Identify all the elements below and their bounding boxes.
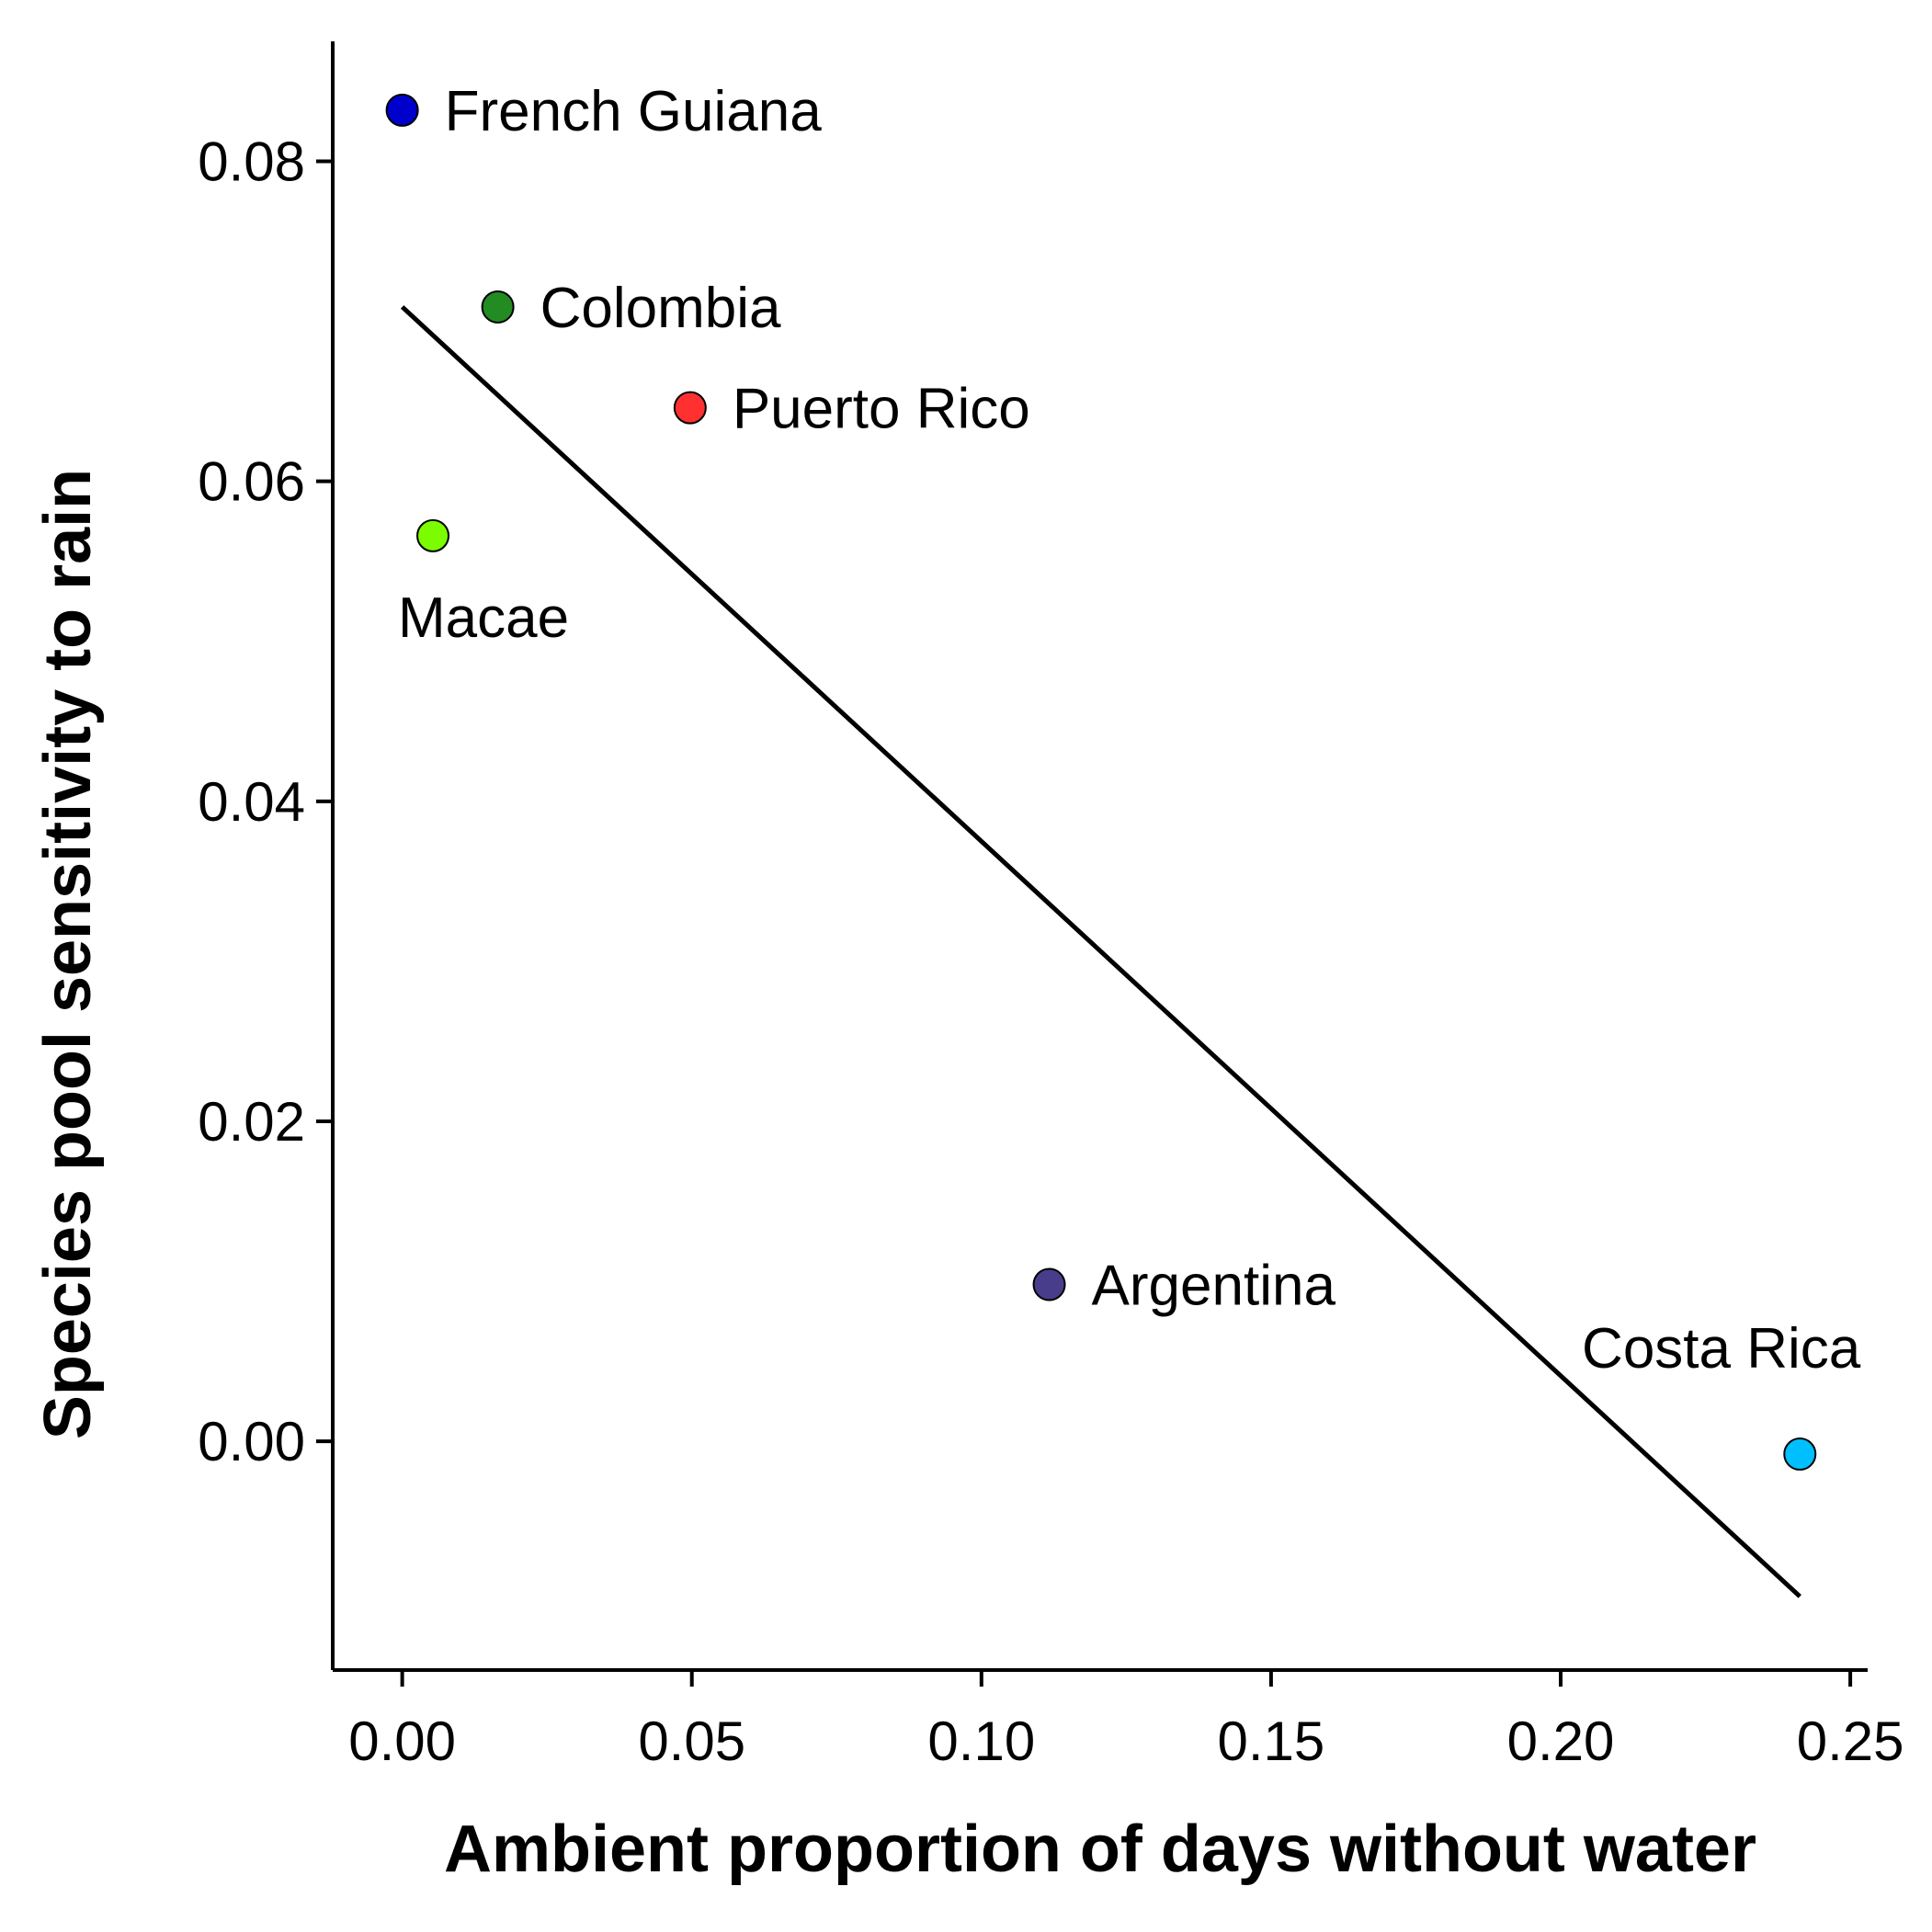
points-layer: [385, 93, 1817, 1472]
y-tick-label: 0.06: [198, 451, 305, 513]
y-tick-label: 0.00: [198, 1411, 305, 1472]
axes-layer: 0.00 0.05 0.10 0.15 0.20 0.25 0.00 0.02 0.04 0.06…: [198, 41, 1904, 1772]
data-point: [416, 518, 450, 552]
data-label: French Guiana: [445, 80, 823, 143]
data-point: [385, 93, 419, 127]
y-tick-label: 0.02: [198, 1091, 305, 1153]
y-tick-label: 0.04: [198, 771, 305, 833]
x-tick-label: 0.20: [1507, 1710, 1615, 1772]
data-label: Macae: [398, 586, 569, 650]
x-tick-label: 0.25: [1797, 1710, 1904, 1772]
data-label: Puerto Rico: [733, 378, 1030, 441]
y-tick-label: 0.08: [198, 131, 305, 193]
data-point: [673, 391, 707, 425]
data-point: [481, 290, 515, 324]
regression-line: [400, 305, 1801, 1598]
data-label: Colombia: [540, 277, 781, 340]
fit-layer: [400, 305, 1801, 1598]
data-point: [1032, 1267, 1066, 1301]
x-axis-title: Ambient proportion of days without water: [444, 1813, 1756, 1886]
data-label: Argentina: [1092, 1254, 1336, 1317]
data-label: Costa Rica: [1582, 1317, 1861, 1381]
x-tick-label: 0.00: [348, 1710, 456, 1772]
x-tick-label: 0.10: [927, 1710, 1035, 1772]
labels-layer: French Guiana Colombia Puerto Rico Macae Arg…: [398, 80, 1861, 1381]
x-tick-label: 0.15: [1218, 1710, 1325, 1772]
x-tick-label: 0.05: [638, 1710, 745, 1772]
data-point: [1783, 1438, 1817, 1472]
y-axis-title: Species pool sensitivity to rain: [31, 469, 105, 1439]
